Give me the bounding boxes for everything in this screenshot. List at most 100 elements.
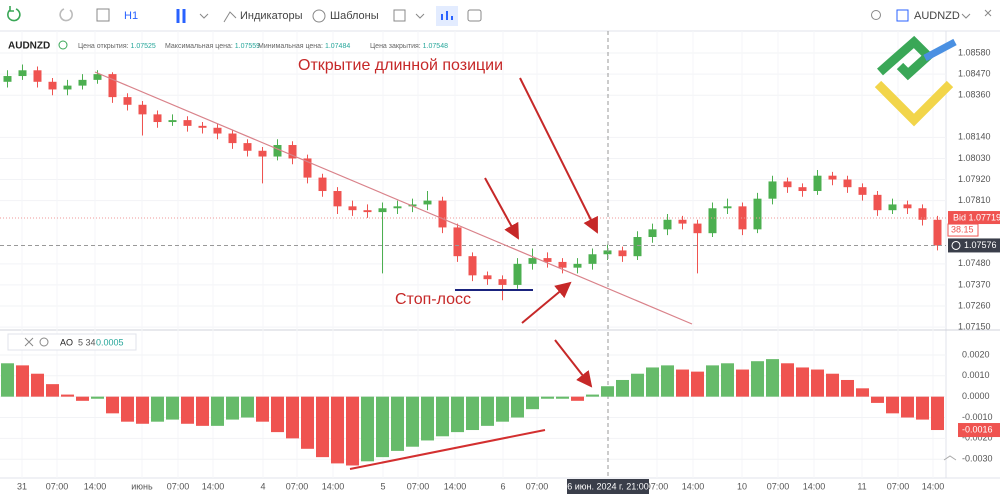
ao-bar (871, 396, 884, 403)
ao-title: AO (60, 337, 73, 347)
candle-body (858, 187, 867, 195)
countdown: 38.15 (951, 224, 974, 234)
ao-bar (376, 396, 389, 458)
candle-body (153, 114, 162, 123)
candle-body (123, 97, 132, 105)
x-tick-label: 14:00 (444, 481, 467, 491)
last-label-bg (948, 238, 1000, 253)
ao-bar (346, 396, 359, 466)
bars-icon (441, 11, 453, 20)
candle-body (423, 200, 432, 205)
scroll-icon[interactable] (943, 455, 957, 461)
logo-yellow (874, 80, 954, 127)
ao-bar (796, 367, 809, 397)
ao-bar (256, 396, 269, 422)
info-label: Цена открытия: (78, 43, 129, 50)
undo-icon[interactable] (7, 6, 21, 22)
expand-icon[interactable] (984, 9, 992, 17)
candle-body (138, 104, 147, 115)
x-tick-label: 14:00 (682, 481, 705, 491)
candle-body (618, 250, 627, 257)
info-item: Минимальная цена: 1.07484 (258, 43, 350, 50)
ao-bar (226, 396, 239, 420)
arrow (521, 281, 572, 324)
chart-type-icon[interactable] (176, 9, 186, 23)
clock-icon (58, 40, 68, 50)
close-icon[interactable] (24, 337, 34, 347)
ao-bar (31, 373, 44, 397)
candle-body (543, 258, 552, 262)
candle-body (18, 70, 27, 77)
ao-bar (586, 394, 599, 397)
candle-body (438, 200, 447, 228)
bid-label: Bid 1.07719 (953, 212, 1000, 222)
indicators-icon[interactable] (223, 11, 237, 23)
candle-body (348, 206, 357, 211)
y-tick-label: 1.07150 (958, 321, 991, 331)
ao-bar (526, 396, 539, 410)
candle-body (78, 79, 87, 86)
ao-bar (106, 396, 119, 414)
x-tick-label: 07:00 (46, 481, 69, 491)
ao-bar (16, 365, 29, 397)
logo (874, 35, 957, 127)
ao-bar (736, 369, 749, 397)
candle-body (468, 256, 477, 276)
candle-body (573, 263, 582, 268)
ao-bar (631, 373, 644, 397)
ao-bar (271, 396, 284, 433)
interval[interactable]: H1 (124, 10, 138, 22)
ao-bar (841, 379, 854, 397)
add-icon[interactable] (96, 8, 110, 22)
ao-bar (151, 396, 164, 422)
templates-icon[interactable] (312, 9, 326, 23)
candle-body (663, 219, 672, 230)
ao-last-bg (958, 423, 1000, 438)
ao-bar (76, 396, 89, 401)
ao-bar (361, 396, 374, 462)
ao-bar (466, 396, 479, 431)
save-icon[interactable] (896, 9, 909, 22)
ao-bar (571, 396, 584, 401)
redo-icon[interactable] (59, 8, 73, 22)
y-tick-label: -0.0030 (962, 454, 993, 464)
search-icon[interactable] (871, 10, 881, 20)
y-tick-label: 1.07370 (958, 279, 991, 289)
dropdown[interactable] (415, 13, 425, 19)
y-tick-label: 1.07810 (958, 195, 991, 205)
y-tick-label: 0.0000 (962, 391, 990, 401)
candle-body (213, 127, 222, 134)
ao-bar (511, 396, 524, 418)
x-tick-label: 14:00 (803, 481, 826, 491)
templates-button[interactable]: Шаблоны (330, 10, 379, 22)
ao-bar (1, 363, 14, 397)
ao-bar (61, 394, 74, 397)
candle-body (198, 125, 207, 128)
ao-bar (136, 396, 149, 424)
y-tick-label: 1.08030 (958, 153, 991, 163)
last-price-label: 1.07576 (964, 240, 997, 250)
ao-bar (286, 396, 299, 439)
candle-body (33, 70, 42, 82)
ao-bar (601, 386, 614, 397)
candle-body (63, 85, 72, 90)
indicators-button[interactable]: Индикаторы (240, 10, 303, 22)
ao-bar (196, 396, 209, 426)
y-tick-label: 1.07260 (958, 300, 991, 310)
dropdown[interactable] (961, 13, 971, 19)
candle-body (813, 175, 822, 192)
candle-body (228, 133, 237, 144)
dropdown[interactable] (199, 13, 209, 19)
calendar-icon[interactable] (393, 9, 406, 22)
ao-bar (721, 363, 734, 397)
ao-bar (406, 396, 419, 447)
screenshot-icon[interactable] (467, 9, 482, 22)
symbol-button[interactable]: AUDNZD (914, 10, 960, 22)
settings-icon[interactable] (39, 337, 49, 347)
arrow (554, 339, 593, 388)
ao-bar (916, 396, 929, 420)
candle-body (588, 254, 597, 264)
info-value: 1.07548 (423, 43, 448, 50)
ao-last-label: -0.0016 (962, 424, 993, 434)
bid-label-bg (948, 211, 1000, 225)
